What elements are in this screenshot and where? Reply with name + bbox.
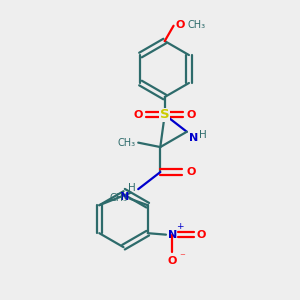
Text: ⁻: ⁻ — [179, 253, 185, 262]
Text: O: O — [187, 110, 196, 120]
Text: O: O — [175, 20, 184, 30]
Text: N: N — [168, 230, 178, 240]
Text: N: N — [119, 192, 129, 202]
Text: O: O — [134, 110, 143, 120]
Text: O: O — [168, 256, 177, 266]
Text: H: H — [128, 183, 136, 193]
Text: CH₃: CH₃ — [118, 138, 136, 148]
Text: O: O — [186, 167, 196, 177]
Text: N: N — [189, 133, 198, 142]
Text: H: H — [199, 130, 207, 140]
Text: O: O — [196, 230, 206, 240]
Text: +: + — [176, 222, 184, 231]
Text: CH₃: CH₃ — [188, 20, 206, 30]
Text: CH₃: CH₃ — [110, 193, 128, 203]
Text: S: S — [160, 108, 169, 121]
